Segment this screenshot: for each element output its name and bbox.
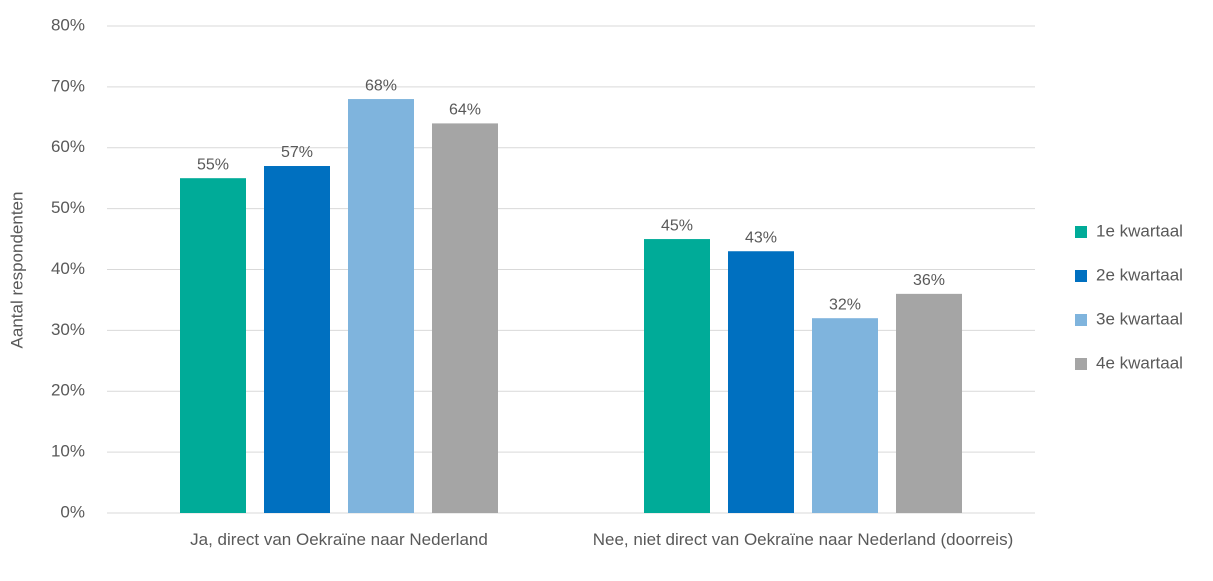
legend-label: 2e kwartaal xyxy=(1096,265,1183,284)
value-label: 68% xyxy=(365,77,397,94)
value-label: 64% xyxy=(449,102,481,119)
x-tick-label: Ja, direct van Oekraïne naar Nederland xyxy=(190,530,488,549)
bar xyxy=(180,178,246,513)
legend-label: 3e kwartaal xyxy=(1096,309,1183,328)
bar xyxy=(264,166,330,513)
bar xyxy=(728,251,794,514)
bar xyxy=(812,318,878,513)
y-tick-label: 40% xyxy=(51,259,85,278)
value-label: 55% xyxy=(197,156,229,173)
y-tick-label: 60% xyxy=(51,137,85,156)
value-label: 43% xyxy=(745,229,777,246)
value-label: 57% xyxy=(281,144,313,161)
bar xyxy=(644,239,710,513)
bar xyxy=(896,293,962,513)
bar xyxy=(432,123,498,514)
y-tick-label: 0% xyxy=(60,502,85,521)
y-tick-label: 10% xyxy=(51,442,85,461)
legend-swatch xyxy=(1075,270,1087,282)
y-tick-label: 30% xyxy=(51,320,85,339)
legend-label: 4e kwartaal xyxy=(1096,353,1183,372)
y-tick-label: 70% xyxy=(51,76,85,95)
y-tick-label: 80% xyxy=(51,15,85,34)
legend-label: 1e kwartaal xyxy=(1096,221,1183,240)
value-label: 32% xyxy=(829,296,861,313)
y-tick-label: 20% xyxy=(51,381,85,400)
bar xyxy=(348,99,414,514)
x-tick-label: Nee, niet direct van Oekraïne naar Neder… xyxy=(592,530,1014,549)
y-axis-label: Aantal respondenten xyxy=(7,192,26,349)
legend-swatch xyxy=(1075,226,1087,238)
y-tick-label: 50% xyxy=(51,198,85,217)
value-label: 36% xyxy=(913,272,945,289)
value-label: 45% xyxy=(661,217,693,234)
legend-swatch xyxy=(1075,314,1087,326)
legend-swatch xyxy=(1075,358,1087,370)
